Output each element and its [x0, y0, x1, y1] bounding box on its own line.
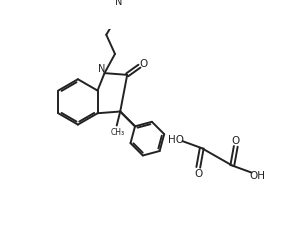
Text: CH₃: CH₃ [111, 128, 125, 137]
Text: O: O [232, 136, 240, 146]
Text: N: N [98, 64, 106, 73]
Text: O: O [140, 58, 148, 68]
Text: HO: HO [168, 134, 184, 144]
Text: N: N [115, 0, 122, 7]
Text: OH: OH [250, 170, 266, 180]
Text: O: O [194, 169, 203, 179]
